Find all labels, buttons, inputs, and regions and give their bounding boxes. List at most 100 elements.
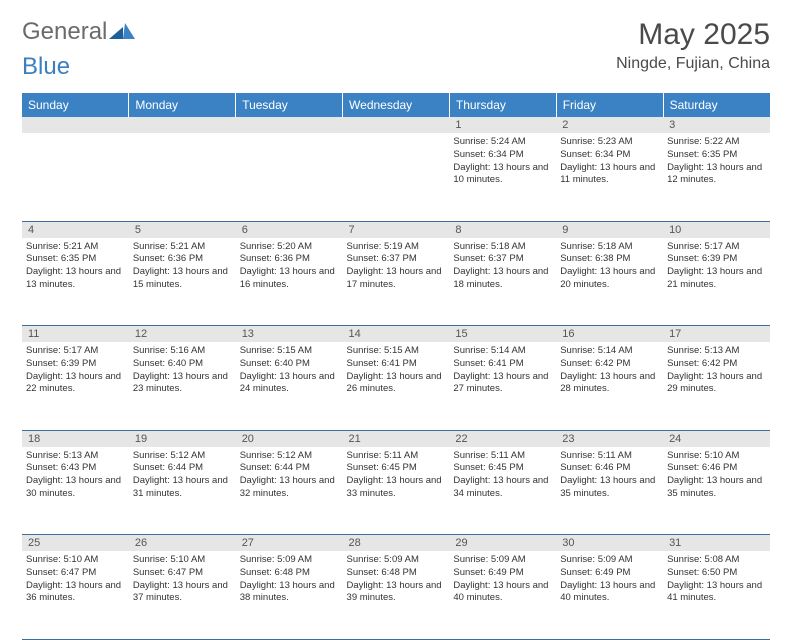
sunrise-line: Sunrise: 5:09 AM: [347, 554, 446, 567]
day-details: Sunrise: 5:13 AMSunset: 6:43 PMDaylight:…: [26, 450, 125, 501]
sunrise-line: Sunrise: 5:21 AM: [26, 241, 125, 254]
day-cell: Sunrise: 5:09 AMSunset: 6:48 PMDaylight:…: [236, 551, 343, 639]
day-cell: Sunrise: 5:21 AMSunset: 6:35 PMDaylight:…: [22, 238, 129, 326]
sunrise-line: Sunrise: 5:11 AM: [560, 450, 659, 463]
daylight-line: Daylight: 13 hours and 27 minutes.: [453, 371, 552, 397]
daylight-line: Daylight: 13 hours and 22 minutes.: [26, 371, 125, 397]
sunset-line: Sunset: 6:42 PM: [667, 358, 766, 371]
sunrise-line: Sunrise: 5:12 AM: [133, 450, 232, 463]
sunset-line: Sunset: 6:40 PM: [240, 358, 339, 371]
day-cell: [22, 133, 129, 221]
day-number: 4: [22, 221, 129, 238]
sunrise-line: Sunrise: 5:12 AM: [240, 450, 339, 463]
daylight-line: Daylight: 13 hours and 29 minutes.: [667, 371, 766, 397]
day-cell: Sunrise: 5:14 AMSunset: 6:41 PMDaylight:…: [449, 342, 556, 430]
sunrise-line: Sunrise: 5:09 AM: [240, 554, 339, 567]
sunset-line: Sunset: 6:49 PM: [453, 567, 552, 580]
sunset-line: Sunset: 6:44 PM: [240, 462, 339, 475]
sunrise-line: Sunrise: 5:24 AM: [453, 136, 552, 149]
week-row: Sunrise: 5:17 AMSunset: 6:39 PMDaylight:…: [22, 342, 770, 430]
day-details: Sunrise: 5:13 AMSunset: 6:42 PMDaylight:…: [667, 345, 766, 396]
title-block: May 2025 Ningde, Fujian, China: [616, 18, 770, 73]
sunset-line: Sunset: 6:47 PM: [133, 567, 232, 580]
day-number: 21: [343, 430, 450, 447]
day-cell: Sunrise: 5:10 AMSunset: 6:47 PMDaylight:…: [129, 551, 236, 639]
sunset-line: Sunset: 6:39 PM: [26, 358, 125, 371]
daylight-line: Daylight: 13 hours and 40 minutes.: [453, 580, 552, 606]
day-cell: Sunrise: 5:16 AMSunset: 6:40 PMDaylight:…: [129, 342, 236, 430]
sunset-line: Sunset: 6:39 PM: [667, 253, 766, 266]
day-number: 14: [343, 326, 450, 343]
logo-text-general: General: [22, 18, 107, 46]
sunrise-line: Sunrise: 5:21 AM: [133, 241, 232, 254]
sunset-line: Sunset: 6:42 PM: [560, 358, 659, 371]
sunset-line: Sunset: 6:37 PM: [347, 253, 446, 266]
day-cell: Sunrise: 5:12 AMSunset: 6:44 PMDaylight:…: [129, 447, 236, 535]
day-details: Sunrise: 5:17 AMSunset: 6:39 PMDaylight:…: [26, 345, 125, 396]
day-cell: Sunrise: 5:18 AMSunset: 6:37 PMDaylight:…: [449, 238, 556, 326]
day-number: 24: [663, 430, 770, 447]
weekday-header: Friday: [556, 93, 663, 117]
day-number: 17: [663, 326, 770, 343]
day-cell: Sunrise: 5:08 AMSunset: 6:50 PMDaylight:…: [663, 551, 770, 639]
daylight-line: Daylight: 13 hours and 10 minutes.: [453, 162, 552, 188]
day-details: Sunrise: 5:20 AMSunset: 6:36 PMDaylight:…: [240, 241, 339, 292]
sunrise-line: Sunrise: 5:18 AM: [560, 241, 659, 254]
sunset-line: Sunset: 6:47 PM: [26, 567, 125, 580]
sunrise-line: Sunrise: 5:09 AM: [560, 554, 659, 567]
day-cell: Sunrise: 5:17 AMSunset: 6:39 PMDaylight:…: [22, 342, 129, 430]
day-details: Sunrise: 5:24 AMSunset: 6:34 PMDaylight:…: [453, 136, 552, 187]
day-details: Sunrise: 5:15 AMSunset: 6:40 PMDaylight:…: [240, 345, 339, 396]
week-row: Sunrise: 5:13 AMSunset: 6:43 PMDaylight:…: [22, 447, 770, 535]
sunset-line: Sunset: 6:46 PM: [560, 462, 659, 475]
sunset-line: Sunset: 6:45 PM: [347, 462, 446, 475]
weekday-header-row: SundayMondayTuesdayWednesdayThursdayFrid…: [22, 93, 770, 117]
day-number: 11: [22, 326, 129, 343]
daylight-line: Daylight: 13 hours and 11 minutes.: [560, 162, 659, 188]
daylight-line: Daylight: 13 hours and 13 minutes.: [26, 266, 125, 292]
calendar-body: 123Sunrise: 5:24 AMSunset: 6:34 PMDaylig…: [22, 117, 770, 639]
sunrise-line: Sunrise: 5:22 AM: [667, 136, 766, 149]
daylight-line: Daylight: 13 hours and 26 minutes.: [347, 371, 446, 397]
day-details: Sunrise: 5:16 AMSunset: 6:40 PMDaylight:…: [133, 345, 232, 396]
week-row: Sunrise: 5:21 AMSunset: 6:35 PMDaylight:…: [22, 238, 770, 326]
day-details: Sunrise: 5:10 AMSunset: 6:46 PMDaylight:…: [667, 450, 766, 501]
day-cell: Sunrise: 5:23 AMSunset: 6:34 PMDaylight:…: [556, 133, 663, 221]
daylight-line: Daylight: 13 hours and 28 minutes.: [560, 371, 659, 397]
day-number: [236, 117, 343, 133]
sunrise-line: Sunrise: 5:10 AM: [133, 554, 232, 567]
sunset-line: Sunset: 6:34 PM: [453, 149, 552, 162]
day-cell: Sunrise: 5:22 AMSunset: 6:35 PMDaylight:…: [663, 133, 770, 221]
daylight-line: Daylight: 13 hours and 16 minutes.: [240, 266, 339, 292]
day-cell: Sunrise: 5:21 AMSunset: 6:36 PMDaylight:…: [129, 238, 236, 326]
day-number: 13: [236, 326, 343, 343]
sunset-line: Sunset: 6:44 PM: [133, 462, 232, 475]
daylight-line: Daylight: 13 hours and 32 minutes.: [240, 475, 339, 501]
weekday-header: Sunday: [22, 93, 129, 117]
day-number: 9: [556, 221, 663, 238]
daylight-line: Daylight: 13 hours and 18 minutes.: [453, 266, 552, 292]
daylight-line: Daylight: 13 hours and 37 minutes.: [133, 580, 232, 606]
month-title: May 2025: [616, 18, 770, 52]
day-details: Sunrise: 5:21 AMSunset: 6:36 PMDaylight:…: [133, 241, 232, 292]
day-details: Sunrise: 5:09 AMSunset: 6:48 PMDaylight:…: [240, 554, 339, 605]
day-cell: Sunrise: 5:14 AMSunset: 6:42 PMDaylight:…: [556, 342, 663, 430]
day-number: [129, 117, 236, 133]
daynum-row: 25262728293031: [22, 535, 770, 552]
day-details: Sunrise: 5:10 AMSunset: 6:47 PMDaylight:…: [133, 554, 232, 605]
day-details: Sunrise: 5:08 AMSunset: 6:50 PMDaylight:…: [667, 554, 766, 605]
sunset-line: Sunset: 6:50 PM: [667, 567, 766, 580]
sunset-line: Sunset: 6:35 PM: [26, 253, 125, 266]
day-number: 18: [22, 430, 129, 447]
daylight-line: Daylight: 13 hours and 20 minutes.: [560, 266, 659, 292]
sunrise-line: Sunrise: 5:20 AM: [240, 241, 339, 254]
calendar-table: SundayMondayTuesdayWednesdayThursdayFrid…: [22, 93, 770, 640]
sunrise-line: Sunrise: 5:15 AM: [240, 345, 339, 358]
sunset-line: Sunset: 6:40 PM: [133, 358, 232, 371]
day-details: Sunrise: 5:21 AMSunset: 6:35 PMDaylight:…: [26, 241, 125, 292]
sunrise-line: Sunrise: 5:11 AM: [453, 450, 552, 463]
sunset-line: Sunset: 6:48 PM: [240, 567, 339, 580]
day-number: 10: [663, 221, 770, 238]
logo-text-blue: Blue: [22, 53, 70, 80]
day-number: 3: [663, 117, 770, 133]
